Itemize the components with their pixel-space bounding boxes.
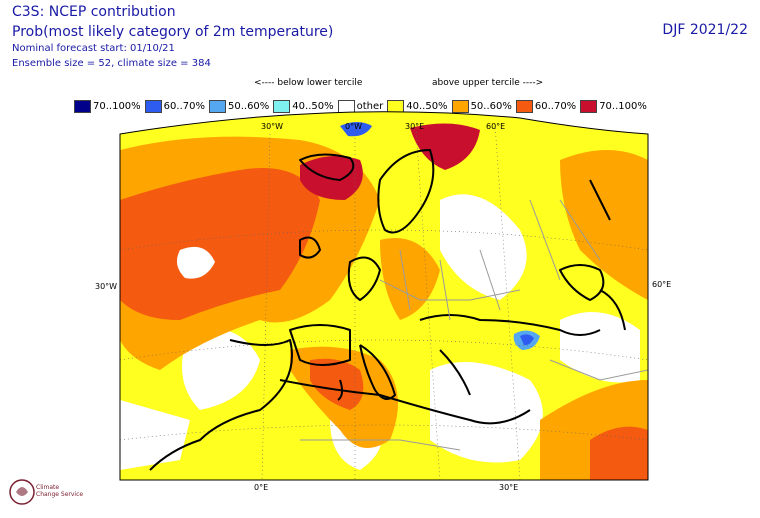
logo-line-2: Change Service (36, 491, 84, 498)
forecast-start: Nominal forecast start: 01/10/21 (12, 43, 175, 54)
lat-lon-label-left: 30°W (95, 282, 118, 291)
lon-label-top: 0°W (345, 122, 362, 131)
ensemble-size: Ensemble size = 52, climate size = 384 (12, 58, 211, 69)
above-tercile-label: above upper tercile ----> (432, 78, 544, 88)
legend-item: 50..60% (451, 99, 512, 113)
legend-item: 50..60% (208, 99, 270, 113)
below-tercile-label: <---- below lower tercile (254, 78, 363, 88)
legend-item: 60..70% (144, 99, 205, 113)
field-white-middle-east (560, 312, 640, 383)
legend-swatch (451, 99, 469, 113)
legend-swatch (580, 99, 598, 113)
legend-label: 60..70% (534, 100, 577, 112)
field-redorange-tyrrhenian (310, 358, 364, 410)
legend-label: 50..60% (227, 100, 270, 112)
field-blue-arctic (340, 122, 372, 137)
field-white-atlantic (182, 328, 260, 410)
logo-text: Climate Change Service (36, 484, 83, 498)
lon-label-top: 30°E (405, 122, 425, 131)
map-subtitle: Prob(most likely category of 2m temperat… (12, 24, 334, 40)
field-blue-turkey-inner (520, 334, 534, 346)
c3s-logo (9, 479, 35, 505)
legend: 70..100% 60..70% 50..60% 40..50% other 4… (74, 98, 651, 114)
legend-item: 40..50% (273, 99, 334, 113)
field-white-egypt (430, 362, 543, 463)
legend-label: 70..100% (93, 100, 141, 112)
coastlines (149, 149, 626, 471)
field-redorange-southeast (590, 426, 648, 480)
field-red-barents (410, 123, 480, 170)
logo-ring-icon (9, 479, 35, 505)
legend-label: 40..50% (292, 100, 334, 112)
field-white-east-europe (440, 194, 527, 300)
season-label: DJF 2021/22 (662, 22, 748, 38)
map-frame (119, 111, 649, 481)
lat-lon-label-right: 60°E (652, 280, 672, 289)
legend-swatch (74, 99, 91, 113)
legend-swatch (515, 99, 533, 113)
logo-line-1: Climate (36, 484, 60, 491)
field-redorange-atlantic (120, 168, 320, 320)
legend-swatch (273, 99, 291, 113)
probability-field (120, 111, 648, 481)
legend-item: 70..100% (74, 99, 141, 113)
lon-label-bottom: 30°E (499, 483, 519, 492)
map-title: C3S: NCEP contribution (12, 4, 176, 20)
graticule (120, 123, 648, 481)
legend-item: 70..100% (580, 99, 647, 113)
lon-label-bottom: 0°E (254, 483, 269, 492)
field-orange-ural (560, 150, 648, 300)
legend-label: other (356, 100, 384, 112)
lon-label-top: 30°W (261, 122, 284, 131)
legend-label: 50..60% (470, 100, 512, 112)
logo-mark-icon (16, 487, 28, 496)
country-borders (300, 199, 648, 451)
legend-item: 60..70% (515, 99, 577, 113)
field-white-patch (176, 246, 215, 279)
legend-swatch (208, 99, 226, 113)
lon-label-top: 60°E (486, 122, 506, 131)
legend-label: 70..100% (599, 100, 647, 112)
legend-label: 60..70% (163, 100, 205, 112)
legend-label: 40..50% (406, 100, 448, 112)
legend-swatch (144, 99, 162, 113)
